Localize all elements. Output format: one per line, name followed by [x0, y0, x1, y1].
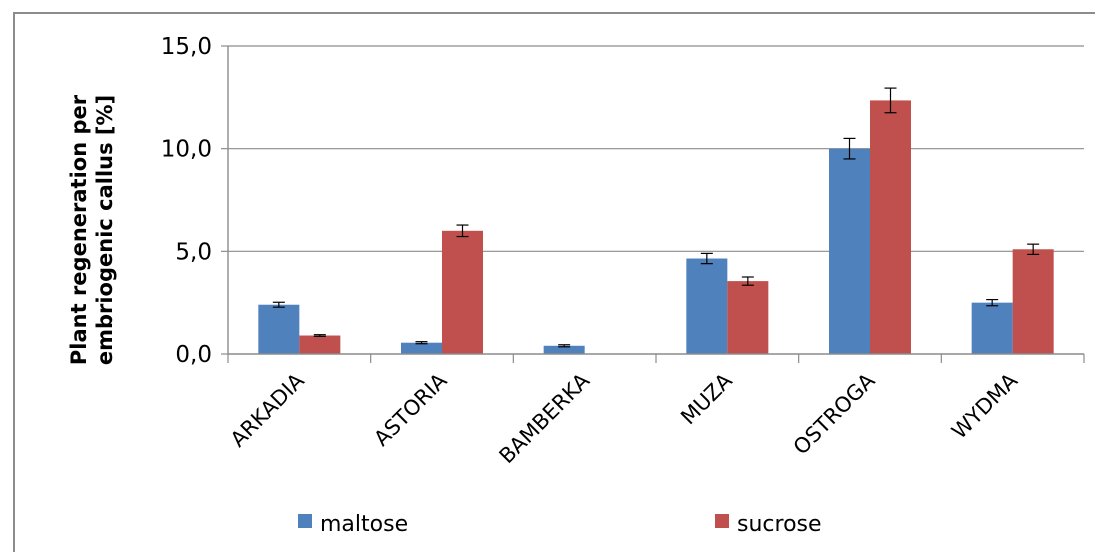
- bar-maltose-muza: [686, 258, 728, 354]
- chart-frame: [13, 12, 1095, 552]
- y-axis-title-line-1: Plant regeneration per: [67, 94, 91, 365]
- x-tick-label-muza: MUZA: [676, 368, 737, 429]
- y-tick-label: 0,0: [175, 342, 212, 368]
- bar-sucrose-astoria: [442, 230, 483, 354]
- y-axis-title-line-2: embriogenic callus [%]: [93, 95, 117, 365]
- legend-label-sucrose: sucrose: [737, 512, 822, 537]
- y-tick-label: 10,0: [161, 137, 212, 163]
- y-tick-label: 5,0: [175, 239, 212, 265]
- legend-swatch-sucrose: [715, 514, 729, 528]
- y-tick-label: 15,0: [161, 34, 212, 60]
- legend-label-maltose: maltose: [320, 512, 408, 537]
- bar-maltose-bamberka: [543, 345, 585, 354]
- x-tick-label-wydma: WYDMA: [947, 368, 1023, 444]
- bar-maltose-wydma: [971, 302, 1013, 354]
- bar-sucrose-ostroga: [870, 100, 911, 354]
- bar-sucrose-wydma: [1012, 249, 1054, 354]
- y-tick-labels: 0,0 5,0 10,0 15,0: [161, 34, 212, 368]
- bar-sucrose-arkadia: [299, 335, 341, 354]
- bar-sucrose-muza: [727, 281, 769, 354]
- bars: [258, 100, 1054, 354]
- x-tick-label-arkadia: ARKADIA: [226, 368, 310, 452]
- legend: maltose sucrose: [298, 512, 822, 537]
- bar-maltose-astoria: [401, 342, 442, 354]
- axes: [221, 45, 1085, 363]
- gridlines: [228, 45, 1084, 252]
- x-tick-label-astoria: ASTORIA: [369, 368, 452, 451]
- error-bars: [272, 87, 1040, 348]
- x-tick-labels: ARKADIA ASTORIA BAMBERKA MUZA OSTROGA WYDMA: [226, 368, 1023, 468]
- bar-maltose-arkadia: [258, 304, 300, 354]
- x-tick-label-ostroga: OSTROGA: [789, 368, 880, 459]
- bar-maltose-ostroga: [829, 148, 870, 354]
- x-tick-label-bamberka: BAMBERKA: [495, 368, 595, 468]
- legend-swatch-maltose: [298, 514, 312, 528]
